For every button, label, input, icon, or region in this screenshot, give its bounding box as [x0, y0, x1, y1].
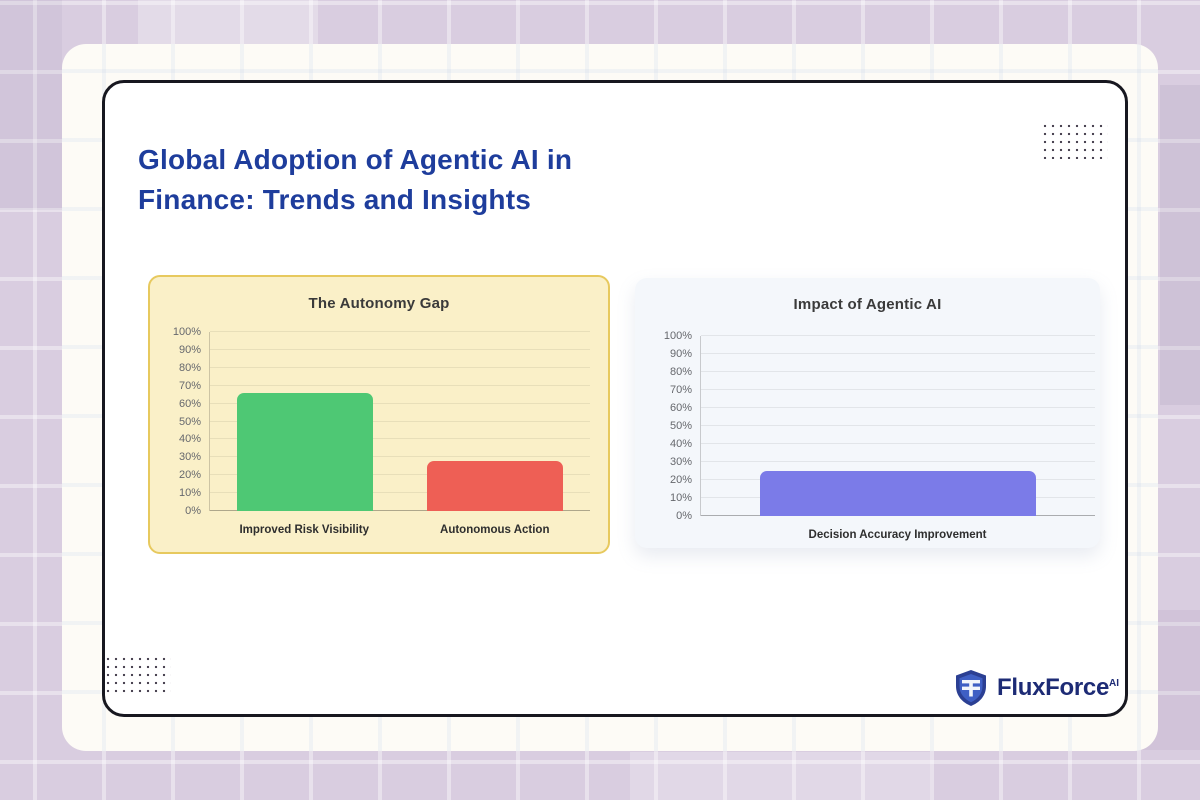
- gridline: [701, 443, 1095, 444]
- gridline: [210, 402, 590, 404]
- y-tick-label: 0%: [185, 505, 201, 517]
- gridline: [210, 384, 590, 386]
- brand-name-text: FluxForce: [997, 674, 1109, 701]
- gridline: [210, 456, 590, 458]
- x-axis-label: Decision Accuracy Improvement: [808, 529, 987, 541]
- y-axis-ticks: 0% 10% 20% 30% 40% 50% 60% 70% 80% 90% 100%: [635, 330, 692, 522]
- gridline: [701, 425, 1095, 426]
- x-axis-label: Improved Risk Visibility: [239, 524, 370, 536]
- y-tick-label: 100%: [172, 326, 201, 338]
- background-patch: [630, 752, 930, 800]
- gridline: [210, 492, 590, 494]
- gridline: [701, 389, 1095, 390]
- gridline: [701, 335, 1095, 336]
- y-tick-label: 30%: [669, 456, 692, 468]
- gridline: [210, 420, 590, 422]
- background-patch: [0, 0, 62, 210]
- x-axis-labels: Improved Risk Visibility Autonomous Actio…: [209, 516, 590, 546]
- y-tick-label: 70%: [178, 379, 201, 392]
- y-tick-label: 60%: [669, 402, 692, 414]
- plot-area: [209, 331, 590, 511]
- y-tick-label: 20%: [178, 469, 201, 482]
- gridline: [210, 348, 590, 350]
- gridline: [210, 474, 590, 476]
- y-tick-label: 30%: [178, 451, 201, 464]
- bar-decision-accuracy-improvement: [760, 471, 1036, 516]
- x-axis-label: Autonomous Action: [440, 524, 550, 536]
- chart-title: Impact of Agentic AI: [793, 296, 942, 313]
- brand-logo: FluxForceAI: [954, 669, 1119, 707]
- gridline: [701, 407, 1095, 408]
- y-tick-label: 80%: [178, 361, 201, 374]
- page-title-line-1: Global Adoption of Agentic AI in: [138, 144, 573, 175]
- y-tick-label: 50%: [178, 415, 201, 428]
- y-tick-label: 20%: [669, 474, 692, 486]
- dot-grid-decoration-top-right: [1041, 122, 1108, 159]
- page-title: Global Adoption of Agentic AI in Finance…: [138, 140, 698, 220]
- y-tick-label: 60%: [178, 397, 201, 410]
- bar-autonomous-action: [426, 460, 564, 511]
- chart-card-impact-of-agentic-ai: Impact of Agentic AI 0% 10% 20% 30% 40% 50% 60…: [635, 278, 1100, 548]
- gridline: [210, 366, 590, 368]
- gridline: [701, 461, 1095, 462]
- y-tick-label: 40%: [669, 438, 692, 450]
- y-tick-label: 90%: [669, 348, 692, 360]
- y-tick-label: 50%: [669, 420, 692, 432]
- dot-grid-decoration-bottom-left: [104, 655, 171, 696]
- y-tick-label: 90%: [178, 343, 201, 356]
- y-tick-label: 80%: [669, 366, 692, 378]
- y-tick-label: 10%: [178, 487, 201, 500]
- y-tick-label: 0%: [676, 510, 692, 522]
- y-tick-label: 40%: [178, 433, 201, 446]
- gridline: [210, 438, 590, 440]
- gridline: [701, 353, 1095, 354]
- gridline: [701, 371, 1095, 372]
- page-title-line-2: Finance: Trends and Insights: [138, 184, 531, 216]
- brand-name: FluxForceAI: [997, 674, 1119, 702]
- background-patch: [1160, 85, 1200, 405]
- gridline: [210, 331, 590, 332]
- chart-card-autonomy-gap: The Autonomy Gap 0% 10% 20% 30% 40% 50% 60% 70%…: [148, 275, 610, 554]
- y-tick-label: 70%: [669, 384, 692, 396]
- y-axis-ticks: 0% 10% 20% 30% 40% 50% 60% 70% 80% 90% 100%: [150, 326, 201, 517]
- shield-flag-icon: [956, 670, 986, 706]
- plot-area: [700, 335, 1095, 516]
- y-tick-label: 10%: [669, 492, 692, 504]
- brand-name-superscript: AI: [1109, 678, 1119, 689]
- x-axis-labels: Decision Accuracy Improvement: [700, 521, 1095, 551]
- bar-improved-risk-visibility: [236, 392, 374, 511]
- y-tick-label: 100%: [663, 330, 692, 342]
- chart-title: The Autonomy Gap: [308, 295, 450, 312]
- x-axis-line: [210, 510, 590, 511]
